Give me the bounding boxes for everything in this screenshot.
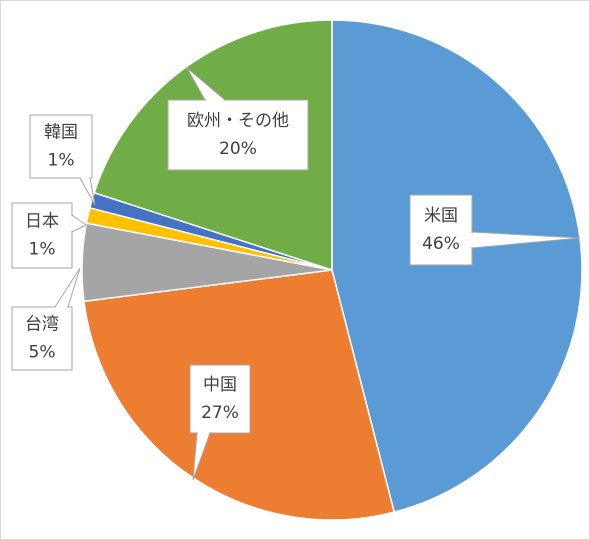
category-label: 台湾 bbox=[25, 315, 59, 335]
category-label: 欧州・その他 bbox=[187, 111, 289, 131]
callout-box bbox=[189, 364, 251, 434]
pie-slice bbox=[331, 19, 583, 514]
callout-box bbox=[11, 202, 73, 269]
category-label: 中国 bbox=[203, 375, 237, 395]
callout-box bbox=[167, 99, 309, 171]
value-label: 1% bbox=[29, 240, 56, 260]
value-label: 5% bbox=[29, 343, 56, 363]
category-label: 米国 bbox=[424, 206, 458, 226]
callout-box bbox=[11, 306, 73, 371]
value-label: 27% bbox=[201, 403, 239, 423]
value-label: 1% bbox=[48, 151, 75, 171]
callout-box bbox=[29, 114, 93, 179]
value-label: 20% bbox=[219, 139, 257, 159]
callout-box bbox=[409, 194, 473, 266]
category-label: 日本 bbox=[25, 212, 59, 232]
value-label: 46% bbox=[422, 234, 460, 254]
category-label: 韓国 bbox=[44, 123, 78, 143]
